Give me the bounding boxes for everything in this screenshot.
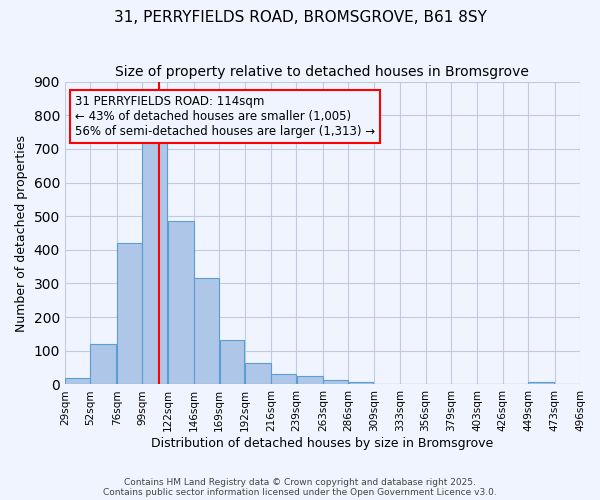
- Bar: [245, 362, 271, 384]
- Bar: [65, 378, 90, 384]
- Y-axis label: Number of detached properties: Number of detached properties: [15, 134, 28, 332]
- Title: Size of property relative to detached houses in Bromsgrove: Size of property relative to detached ho…: [115, 65, 529, 79]
- Bar: [349, 382, 373, 384]
- Bar: [297, 376, 323, 384]
- Text: 31 PERRYFIELDS ROAD: 114sqm
← 43% of detached houses are smaller (1,005)
56% of : 31 PERRYFIELDS ROAD: 114sqm ← 43% of det…: [75, 95, 375, 138]
- Bar: [142, 136, 167, 384]
- X-axis label: Distribution of detached houses by size in Bromsgrove: Distribution of detached houses by size …: [151, 437, 494, 450]
- Bar: [529, 382, 554, 384]
- Bar: [220, 340, 244, 384]
- Bar: [323, 380, 348, 384]
- Text: Contains HM Land Registry data © Crown copyright and database right 2025.
Contai: Contains HM Land Registry data © Crown c…: [103, 478, 497, 497]
- Text: 31, PERRYFIELDS ROAD, BROMSGROVE, B61 8SY: 31, PERRYFIELDS ROAD, BROMSGROVE, B61 8S…: [113, 10, 487, 25]
- Bar: [271, 374, 296, 384]
- Bar: [117, 243, 142, 384]
- Bar: [167, 221, 194, 384]
- Bar: [194, 278, 219, 384]
- Bar: [91, 344, 116, 385]
